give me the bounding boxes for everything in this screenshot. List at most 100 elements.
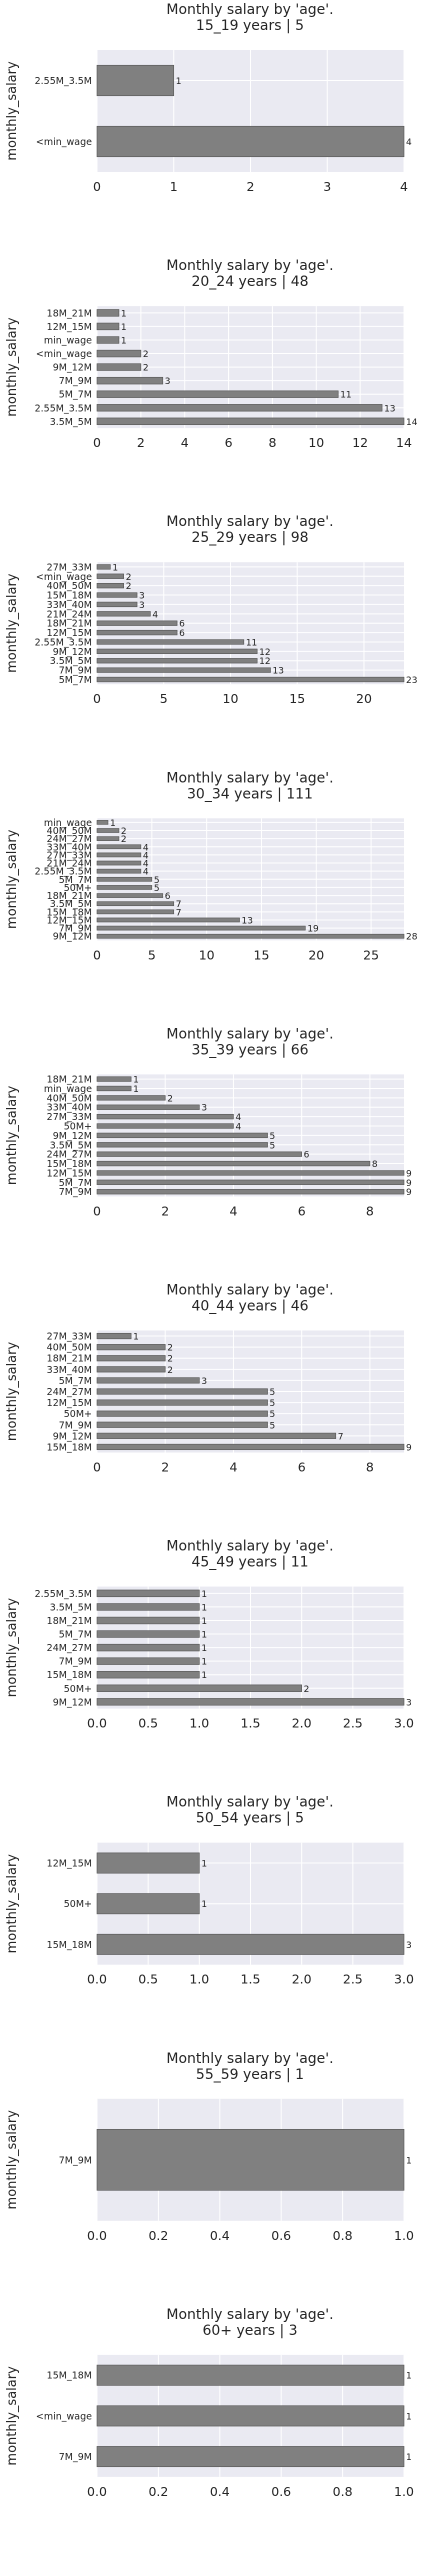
bar-value-label: 1	[201, 1900, 207, 1910]
y-tick-label: 50M+	[64, 1409, 92, 1420]
y-tick-label: 2.55M_3.5M	[35, 867, 92, 878]
bar-value-label: 1	[176, 77, 182, 87]
bar-value-label: 5	[270, 1421, 276, 1431]
bar	[96, 1933, 405, 1955]
x-tick-label: 0.2	[148, 2484, 168, 2499]
bar	[96, 1643, 200, 1652]
bar-value-label: 6	[179, 620, 185, 630]
y-tick-label: 15M_18M	[47, 1940, 92, 1951]
chart-subtitle: 15_19 years | 5	[196, 18, 304, 34]
x-tick-label: 0	[93, 947, 101, 962]
x-tick-label: 0.0	[87, 1972, 107, 1987]
y-tick-label: 27M_33M	[47, 562, 92, 573]
bar	[96, 1589, 200, 1598]
bar-value-label: 1	[201, 1590, 207, 1600]
x-tick-label: 8	[268, 435, 276, 450]
chart-title: Monthly salary by 'age'.	[166, 258, 333, 274]
bar	[96, 1698, 405, 1706]
bar-value-label: 6	[179, 629, 185, 639]
y-axis-label: monthly_salary	[5, 317, 20, 417]
bar	[96, 601, 138, 608]
bar	[96, 417, 405, 426]
y-tick-label: 15M_18M	[47, 591, 92, 602]
x-tick-label: 0	[93, 179, 101, 194]
chart-subtitle: 60+ years | 3	[202, 2323, 297, 2339]
y-tick-label: 24M_27M	[47, 834, 92, 845]
bar	[96, 64, 175, 97]
bar-value-label: 1	[121, 309, 127, 319]
bar	[96, 1377, 200, 1384]
chart-panel: Monthly salary by 'age'.25_29 years | 98…	[5, 514, 417, 706]
y-tick-label: 27M_33M	[47, 1332, 92, 1343]
x-tick-label: 6	[225, 435, 233, 450]
bar-value-label: 5	[154, 884, 160, 894]
chart-panel: Monthly salary by 'age'.40_44 years | 46…	[5, 1283, 412, 1475]
y-tick-label: 5M_7M	[59, 1630, 92, 1641]
x-tick-label: 2.5	[343, 1716, 363, 1731]
x-tick-label: 3.0	[394, 1972, 414, 1987]
y-axis-label: monthly_salary	[5, 573, 20, 673]
bar	[96, 1893, 200, 1915]
chart-panel: Monthly salary by 'age'.55_59 years | 1 0…	[5, 2051, 414, 2243]
chart-subtitle: 40_44 years | 46	[191, 1299, 308, 1315]
y-tick-label: 50M+	[64, 1684, 92, 1695]
x-tick-label: 0.6	[271, 2484, 291, 2499]
bar-value-label: 1	[133, 1076, 139, 1086]
y-tick-label: 9M_12M	[53, 932, 92, 943]
x-tick-label: 2.5	[343, 1972, 363, 1987]
bar	[96, 1421, 268, 1428]
bar-value-label: 2	[121, 827, 127, 837]
y-tick-label: 3.5M_5M	[50, 1602, 92, 1613]
bar-value-label: 23	[406, 676, 417, 686]
y-tick-label: 12M_15M	[47, 915, 92, 926]
x-tick-label: 25	[363, 947, 379, 962]
y-tick-label: <min_wage	[36, 349, 92, 360]
x-tick-label: 0.4	[210, 2484, 230, 2499]
x-tick-label: 0	[93, 1460, 101, 1475]
bar	[96, 1189, 405, 1195]
bar	[96, 1132, 268, 1139]
bar	[96, 1443, 405, 1451]
bar	[96, 2129, 405, 2191]
bar	[96, 1388, 268, 1395]
x-tick-label: 0.5	[138, 1972, 158, 1987]
x-tick-label: 4	[400, 179, 408, 194]
x-tick-label: 0	[93, 691, 101, 706]
bar	[96, 1684, 302, 1692]
chart-panel: Monthly salary by 'age'.15_19 years | 5 0…	[5, 2, 412, 194]
y-tick-label: 33M_40M	[47, 842, 92, 853]
x-tick-label: 0.2	[148, 2228, 168, 2243]
bar	[96, 1344, 166, 1351]
bar	[96, 676, 405, 683]
bar	[96, 917, 240, 923]
y-tick-label: min_wage	[44, 818, 92, 829]
bar	[96, 611, 151, 617]
bar-value-label: 3	[201, 1377, 207, 1387]
y-tick-label: 3.5M_5M	[50, 656, 92, 667]
y-tick-label: 7M_9M	[59, 1187, 92, 1198]
bar	[96, 658, 258, 664]
x-tick-label: 2	[247, 179, 255, 194]
bar-value-label: 1	[406, 2412, 412, 2422]
chart-panel: Monthly salary by 'age'.35_39 years | 66…	[5, 1026, 412, 1218]
y-tick-label: 5M_7M	[59, 675, 92, 686]
bar-value-label: 4	[143, 851, 149, 861]
y-tick-label: <min_wage	[36, 137, 92, 148]
y-tick-label: 7M_9M	[59, 2155, 92, 2166]
x-tick-label: 0.0	[87, 2484, 107, 2499]
bar-value-label: 28	[406, 933, 418, 943]
bar-value-label: 2	[167, 1344, 173, 1354]
bar-value-label: 2	[167, 1366, 173, 1376]
x-tick-label: 1.5	[241, 1716, 261, 1731]
y-tick-label: 15M_18M	[47, 1442, 92, 1453]
bar	[96, 2446, 405, 2468]
y-tick-label: 40M_50M	[47, 1093, 92, 1104]
y-tick-label: 5M_7M	[59, 875, 92, 886]
bar	[96, 2405, 405, 2427]
chart-panel: Monthly salary by 'age'.45_49 years | 11…	[5, 1539, 414, 1731]
bar-value-label: 5	[270, 1132, 276, 1142]
y-tick-label: 50M+	[64, 1122, 92, 1133]
y-tick-label: 12M_15M	[47, 322, 92, 333]
bar	[96, 1630, 200, 1638]
chart-panel: Monthly salary by 'age'.50_54 years | 5 0…	[5, 1795, 414, 1987]
